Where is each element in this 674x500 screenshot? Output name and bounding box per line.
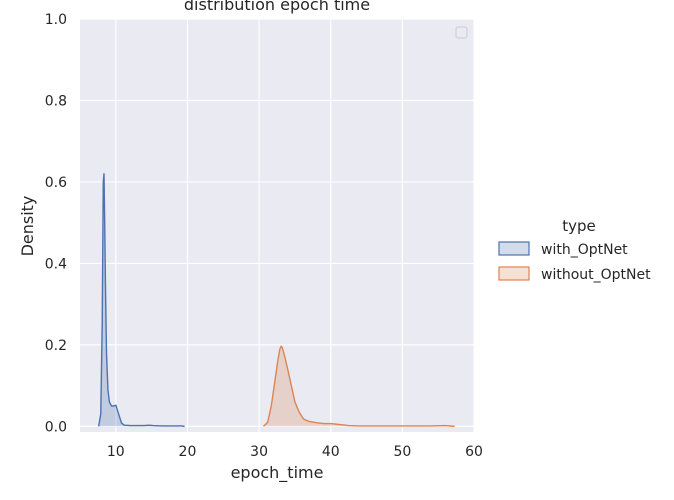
x-tick-label: 50 xyxy=(393,444,411,460)
density-line-without-optnet xyxy=(262,345,455,428)
x-tick-label: 20 xyxy=(179,444,197,460)
density-area-with-optnet xyxy=(98,173,185,427)
density-line-with-optnet xyxy=(97,173,185,428)
legend-swatch-with-optnet xyxy=(498,241,530,256)
y-tick-label: 0.6 xyxy=(45,175,67,191)
chart-title: distribution epoch time xyxy=(184,0,370,14)
x-tick-label: 30 xyxy=(250,444,268,460)
x-tick-label: 60 xyxy=(465,444,483,460)
y-tick-label: 0.4 xyxy=(45,256,67,272)
empty-inner-legend-box xyxy=(455,26,468,39)
y-tick-label: 0.2 xyxy=(45,338,67,354)
y-tick-label: 1.0 xyxy=(45,12,67,28)
legend-label-without-optnet: without_OptNet xyxy=(541,267,651,283)
y-tick-label: 0.8 xyxy=(45,93,67,109)
density-area-without-optnet xyxy=(263,346,455,427)
x-tick-label: 10 xyxy=(107,444,125,460)
legend-swatch-without-optnet xyxy=(498,266,530,281)
legend: type with_OptNet without_OptNet xyxy=(498,217,651,283)
x-tick-label: 40 xyxy=(322,444,340,460)
y-axis-label: Density xyxy=(18,196,37,257)
series-layer xyxy=(97,173,455,428)
x-axis-label: epoch_time xyxy=(231,463,324,483)
x-tick-labels: 10 20 30 40 50 60 xyxy=(107,444,483,460)
grid-lines xyxy=(80,18,475,432)
legend-title: type xyxy=(562,217,596,235)
legend-label-with-optnet: with_OptNet xyxy=(541,242,628,258)
y-tick-labels: 0.0 0.2 0.4 0.6 0.8 1.0 xyxy=(45,12,67,435)
y-tick-label: 0.0 xyxy=(45,419,67,435)
